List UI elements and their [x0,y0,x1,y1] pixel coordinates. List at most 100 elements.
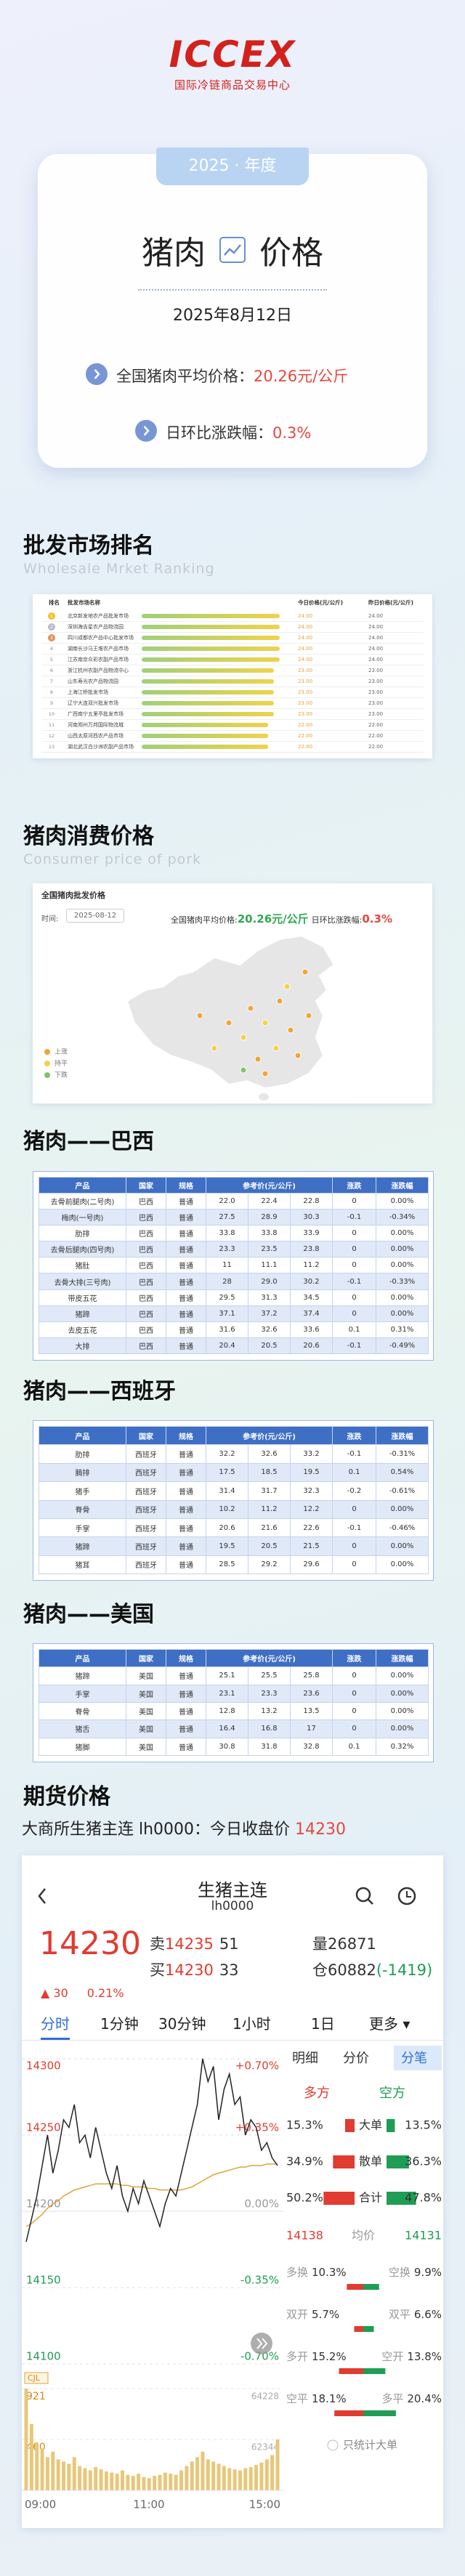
table-row: 去骨后腿肉(四号肉) 巴西 普通 23.3 23.5 23.8 0 0.00% [39,1241,429,1258]
header-row: 产品 国家 规格 参考价(元/公斤) 涨跌 涨跌幅 [39,1648,429,1668]
table-cell: 0.1 [332,1321,377,1338]
table-cell: 0.00% [376,1241,429,1258]
table-cell: 手掌 [39,1518,126,1538]
note-radio[interactable] [327,2439,339,2451]
rank: 3 [50,635,53,641]
date-box: 2025-08-12 [66,909,125,923]
icon-circle [135,420,157,442]
volume-bar [72,2457,76,2490]
table-cell: 普通 [166,1684,206,1703]
pair-bar-a [334,2410,363,2416]
table-cell: 美国 [126,1701,166,1721]
date: 2025年8月12日 [173,307,292,325]
yesterday-price: 23.00 [368,689,383,695]
period-tab[interactable]: 1日 [311,2015,335,2033]
row-name: 合计 [359,2191,382,2205]
volume-bar [243,2468,248,2490]
side-tab[interactable]: 分笔 [401,2051,427,2066]
price: 14230 [165,1961,214,1979]
volume-bar [29,2423,33,2490]
market-name: 江苏南京众彩农副产品市场 [68,656,129,663]
pair-name: 空换 [389,2266,411,2279]
table-cell: 20.5 [248,1536,291,1556]
table-cell: 13.2 [248,1701,291,1721]
table-cell: -0.31% [376,1444,429,1464]
table-panel: 产品 国家 规格 参考价(元/公斤) 涨跌 涨跌幅 猪蹄 美国 普通 25.1 25.5 25.8 0 0… [33,1643,434,1762]
label: 日环比涨跌幅： [166,424,272,442]
rank: 11 [49,722,54,728]
table-row: 带皮五花 巴西 普通 29.5 31.3 34.5 0 0.00% [39,1289,429,1306]
volume-bar [179,2470,183,2490]
pair-pct: 15.2% [312,2350,347,2363]
market-name: 北京新发地农产品批发市场 [68,612,129,619]
period-tab[interactable]: 1分钟 [100,2015,139,2033]
long-pct: 50.2% [286,2191,323,2205]
back-icon[interactable] [38,1888,46,1904]
table-cell: 猪肚 [39,1257,126,1274]
expand-button[interactable] [251,2333,272,2354]
time-label: 15:00 [249,2498,280,2511]
table-row: 猪脚 美国 普通 30.8 31.8 32.8 0.1 0.32% [39,1737,429,1756]
table-cell: 西班牙 [126,1444,166,1464]
table-cell: 0.1 [332,1462,377,1483]
period-tab[interactable]: 更多 ▾ [369,2015,411,2033]
today-price: 23.00 [298,711,312,717]
rank: 13 [49,744,54,750]
period-tab[interactable]: 分时 [41,2012,70,2040]
table-cell: -0.1 [332,1209,377,1226]
table-cell: 普通 [166,1444,206,1464]
period-tab[interactable]: 1小时 [232,2015,271,2033]
side-tab[interactable]: 分价 [343,2051,369,2066]
volume-bar [217,2463,221,2490]
contract-code: lh0000 [211,1899,254,1913]
table-1-title: 猪肉——西班牙 [23,1379,176,1404]
table-cell: 肋排 [39,1225,126,1242]
volume-bar [185,2466,189,2490]
table-row: 去骨大排(三号肉) 巴西 普通 28 29.0 30.2 -0.1 -0.33% [39,1273,429,1290]
table-cell: 梅肉(一号肉) [39,1209,126,1226]
divider [138,289,327,291]
table-cell: 25.1 [206,1666,248,1685]
period-tab[interactable]: 30分钟 [158,2015,206,2033]
table-cell: 手掌 [39,1684,126,1703]
table-row: 猪耳 西班牙 普通 28.5 29.2 29.6 0 0.00% [39,1555,429,1575]
volume-bar [126,2474,130,2490]
y-tick-label: 14250 [26,2121,61,2134]
map-dot [240,1034,247,1041]
title-right: 价格 [259,235,323,272]
table-cell: 美国 [126,1684,166,1703]
long-header: 多方 [304,2086,330,2101]
table-cell: -0.49% [376,1337,429,1354]
header-cell: 规格 [166,1425,206,1446]
market-name: 四川成都农产品中心批发市场 [68,634,134,641]
price-table: 产品 国家 规格 参考价(元/公斤) 涨跌 涨跌幅 猪蹄 美国 普通 25.1 25.5 25.8 0 0… [39,1648,429,1756]
pct-tick-label: +0.70% [235,2059,279,2073]
rank: 9 [50,700,53,706]
time-label: 11:00 [133,2498,164,2511]
column-header: 批发市场名称 [68,599,100,606]
volume-bar [174,2474,178,2490]
table-cell: 普通 [166,1701,206,1721]
pair-left: 空平 18.1% [286,2392,347,2405]
volume-bar [104,2471,108,2490]
table-cell: 普通 [166,1536,206,1556]
table-cell: 33.8 [206,1225,248,1242]
change-row: 日环比涨跌幅：0.3% [166,421,311,443]
side-tab[interactable]: 明细 [292,2051,318,2066]
map-summary: 全国猪肉平均价格:20.26元/公斤 日环比涨跌幅:0.3% [171,911,392,926]
table-cell: 0.00% [376,1305,429,1322]
header-cell: 涨跌幅 [376,1425,429,1446]
table-cell: 17 [289,1720,333,1738]
map-dot [294,1052,302,1059]
table-cell: 37.1 [206,1305,248,1322]
clock-icon[interactable] [397,1887,416,1905]
table-cell: 25.8 [289,1666,333,1685]
pair-pct: 6.6% [414,2308,442,2321]
table-row: 猪肚 巴西 普通 11 11.1 11.2 0 0.00% [39,1257,429,1274]
volume-bar [45,2457,49,2490]
table-cell: 普通 [166,1666,206,1685]
search-icon[interactable] [355,1887,371,1903]
table-cell: 22.4 [248,1193,291,1210]
volume-bar [40,2448,44,2490]
